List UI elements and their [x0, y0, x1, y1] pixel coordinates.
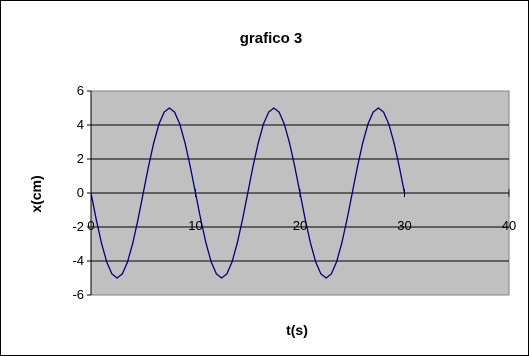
- data-point: [393, 142, 395, 144]
- data-point: [388, 123, 390, 125]
- data-point: [153, 142, 155, 144]
- data-point: [346, 218, 348, 220]
- data-point: [356, 166, 359, 168]
- data-point: [121, 273, 123, 275]
- data-point: [132, 242, 134, 244]
- data-point: [341, 242, 343, 244]
- y-tick-label-1: 4: [77, 117, 84, 132]
- chart-title: grafico 3: [240, 30, 303, 47]
- data-point: [174, 111, 176, 113]
- data-point: [226, 273, 228, 275]
- data-point: [221, 277, 223, 279]
- data-point: [262, 123, 265, 125]
- y-tick-label-5: -4: [72, 253, 84, 268]
- data-point: [142, 192, 144, 194]
- data-point: [236, 242, 238, 244]
- y-tick-label-0: 6: [77, 83, 84, 98]
- data-point: [90, 192, 92, 194]
- data-point: [106, 261, 108, 263]
- data-point: [377, 107, 379, 109]
- data-point: [116, 277, 118, 279]
- data-point: [288, 142, 291, 144]
- data-point: [330, 273, 332, 275]
- data-point: [325, 277, 327, 279]
- data-point: [210, 261, 212, 263]
- data-point: [126, 261, 129, 263]
- data-point: [383, 111, 385, 113]
- data-point: [147, 166, 150, 168]
- data-point: [241, 218, 244, 220]
- x-tick-label-0: 0: [87, 218, 94, 233]
- data-point: [268, 111, 270, 113]
- x-tick-label-3: 30: [397, 218, 411, 233]
- data-point: [362, 142, 364, 144]
- data-point: [252, 166, 254, 168]
- data-point: [398, 166, 400, 168]
- data-point: [304, 218, 306, 220]
- data-point: [403, 192, 406, 194]
- data-point: [351, 192, 353, 194]
- data-point: [294, 166, 296, 168]
- data-point: [320, 273, 322, 275]
- data-point: [168, 107, 170, 109]
- data-point: [163, 111, 165, 113]
- y-tick-label-2: 2: [77, 151, 84, 166]
- x-tick-label-1: 10: [188, 218, 202, 233]
- y-tick-labels: 6 4 2 0 -2 -4 -6: [72, 83, 84, 302]
- data-point: [158, 123, 160, 125]
- data-point: [100, 242, 103, 244]
- data-point: [283, 123, 285, 125]
- data-point: [200, 218, 202, 220]
- data-point: [273, 107, 275, 109]
- data-point: [247, 192, 249, 194]
- data-point: [315, 261, 317, 263]
- data-point: [278, 111, 280, 113]
- y-axis-title: x(cm): [28, 175, 44, 212]
- data-point: [215, 273, 217, 275]
- data-point: [137, 218, 139, 220]
- data-point: [335, 261, 338, 263]
- data-point: [189, 166, 191, 168]
- x-axis-title: t(s): [286, 322, 308, 338]
- data-point: [367, 123, 369, 125]
- data-point: [184, 142, 186, 144]
- data-point: [111, 273, 113, 275]
- data-point: [257, 142, 259, 144]
- data-point: [194, 192, 197, 194]
- x-tick-labels: 0 10 20 30 40: [87, 218, 516, 233]
- x-tick-label-4: 40: [502, 218, 516, 233]
- y-tick-label-3: 0: [77, 185, 84, 200]
- data-point: [372, 111, 374, 113]
- x-tick-label-2: 20: [293, 218, 307, 233]
- data-point: [205, 242, 207, 244]
- data-point: [231, 261, 233, 263]
- plot-layer: [87, 90, 510, 296]
- data-point: [95, 218, 97, 220]
- data-point: [309, 242, 312, 244]
- y-tick-label-4: -2: [72, 219, 84, 234]
- data-point: [179, 123, 181, 125]
- data-point: [299, 192, 301, 194]
- y-tick-label-6: -6: [72, 287, 84, 302]
